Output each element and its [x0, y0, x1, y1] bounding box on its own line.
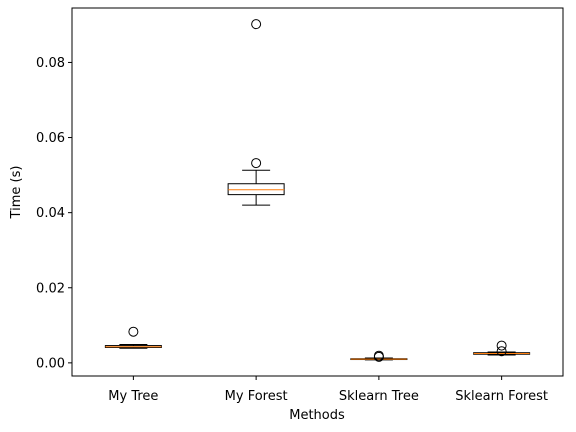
outlier-point	[251, 19, 262, 30]
y-tick-label: 0.04	[36, 206, 65, 221]
y-tick-label: 0.06	[36, 131, 65, 146]
plot-area	[71, 7, 564, 377]
box-3	[350, 350, 408, 362]
outlier-point	[251, 158, 262, 169]
box-1	[104, 326, 162, 349]
x-tick-label: My Forest	[225, 389, 288, 404]
y-ticks-group: 0.00 0.02 0.04 0.06 0.08	[36, 56, 72, 371]
x-tick-label: Sklearn Forest	[455, 389, 548, 404]
box-4	[473, 340, 531, 357]
x-axis-label: Methods	[289, 408, 345, 423]
y-tick-label: 0.08	[36, 56, 65, 71]
x-ticks-group: My Tree My Forest Sklearn Tree Sklearn Fore…	[108, 376, 548, 404]
x-tick-label: My Tree	[108, 389, 158, 404]
x-tick-label: Sklearn Tree	[339, 389, 419, 404]
box-iqr	[227, 183, 285, 196]
boxes-group	[104, 19, 531, 362]
outlier-point	[496, 340, 507, 351]
box-2	[227, 19, 285, 206]
outlier-point	[128, 326, 139, 337]
y-axis-label: Time (s)	[9, 166, 24, 220]
outlier-point	[373, 350, 384, 361]
y-tick-label: 0.00	[36, 356, 65, 371]
outlier-point	[496, 346, 507, 357]
y-tick-label: 0.02	[36, 281, 65, 296]
